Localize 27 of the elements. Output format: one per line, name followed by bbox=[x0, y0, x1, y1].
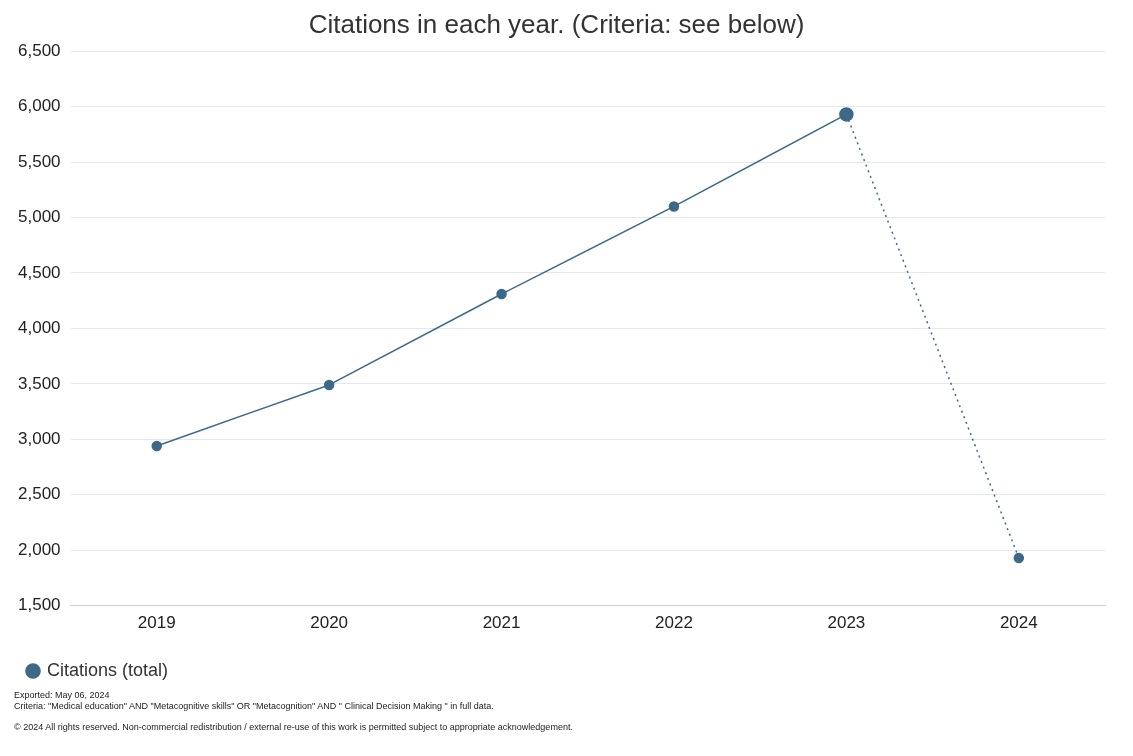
y-tick-label: 3,000 bbox=[17, 428, 61, 448]
y-tick-label: 6,000 bbox=[17, 96, 61, 116]
chart-title: Citations in each year. (Criteria: see below) bbox=[308, 8, 805, 39]
y-tick-label: 6,500 bbox=[17, 40, 61, 60]
y-tick-label: 2,500 bbox=[17, 484, 61, 504]
y-tick-label: 4,500 bbox=[17, 262, 61, 282]
y-tick-label: 4,000 bbox=[17, 318, 61, 338]
y-tick-label: 2,000 bbox=[17, 539, 61, 559]
text: Criteria: "Medical education" AND "Metacognitive skills" OR "Metacognition" AND " Clinical Decision Making " in full data. bbox=[14, 701, 495, 712]
point bbox=[668, 201, 680, 212]
point bbox=[323, 379, 335, 391]
x-tick-label: 2023 bbox=[827, 613, 866, 633]
legend-label: Citations (total) bbox=[47, 659, 169, 680]
x-tick-label: 2019 bbox=[137, 613, 176, 633]
x-tick-label: 2022 bbox=[655, 613, 693, 633]
point bbox=[1013, 552, 1025, 564]
x-tick-label: 2020 bbox=[310, 613, 349, 633]
text: © 2024 All rights reserved. Non-commercial redistribution / external re-use of this work is permitted subject to appropriate acknowledgement. bbox=[14, 722, 574, 733]
y-tick-label: 5,500 bbox=[17, 151, 61, 171]
y-tick-label: 3,500 bbox=[17, 373, 61, 393]
x-tick-label: 2024 bbox=[999, 613, 1038, 633]
text: Exported: May 06, 2024 bbox=[14, 690, 111, 701]
y-tick-label: 5,000 bbox=[17, 207, 61, 227]
point bbox=[496, 288, 507, 300]
x-tick-label: 2021 bbox=[482, 613, 521, 633]
point bbox=[151, 440, 162, 452]
y-tick-label: 1,500 bbox=[17, 595, 61, 615]
